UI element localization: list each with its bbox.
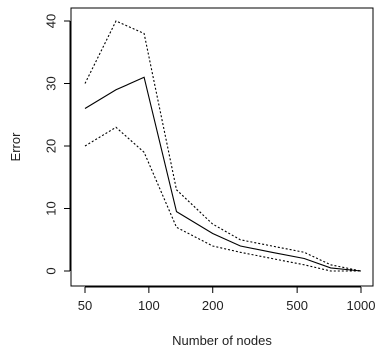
- upper-bound-line: [84, 20, 362, 272]
- x-tick-label: 1000: [347, 298, 376, 313]
- y-tick-label: 0: [44, 267, 59, 274]
- x-tick-label: 500: [286, 298, 308, 313]
- y-tick-label: 40: [44, 14, 59, 28]
- plot-frame: [70, 7, 374, 287]
- x-tick-label: 100: [138, 298, 160, 313]
- series-layer: [84, 20, 362, 272]
- y-tick-label: 10: [44, 201, 59, 215]
- lower-bound-line: [84, 126, 361, 272]
- x-axis-title: Number of nodes: [172, 333, 272, 348]
- y-axis: 0 10 20 30 40: [44, 14, 71, 275]
- y-tick-label: 20: [44, 139, 59, 153]
- x-tick-label: 200: [202, 298, 224, 313]
- x-tick-label: 50: [78, 298, 92, 313]
- y-axis-title: Error: [8, 132, 23, 162]
- mean-error-line: [84, 76, 362, 272]
- x-axis: 50 100 200 500 1000: [78, 286, 376, 313]
- y-tick-label: 30: [44, 76, 59, 90]
